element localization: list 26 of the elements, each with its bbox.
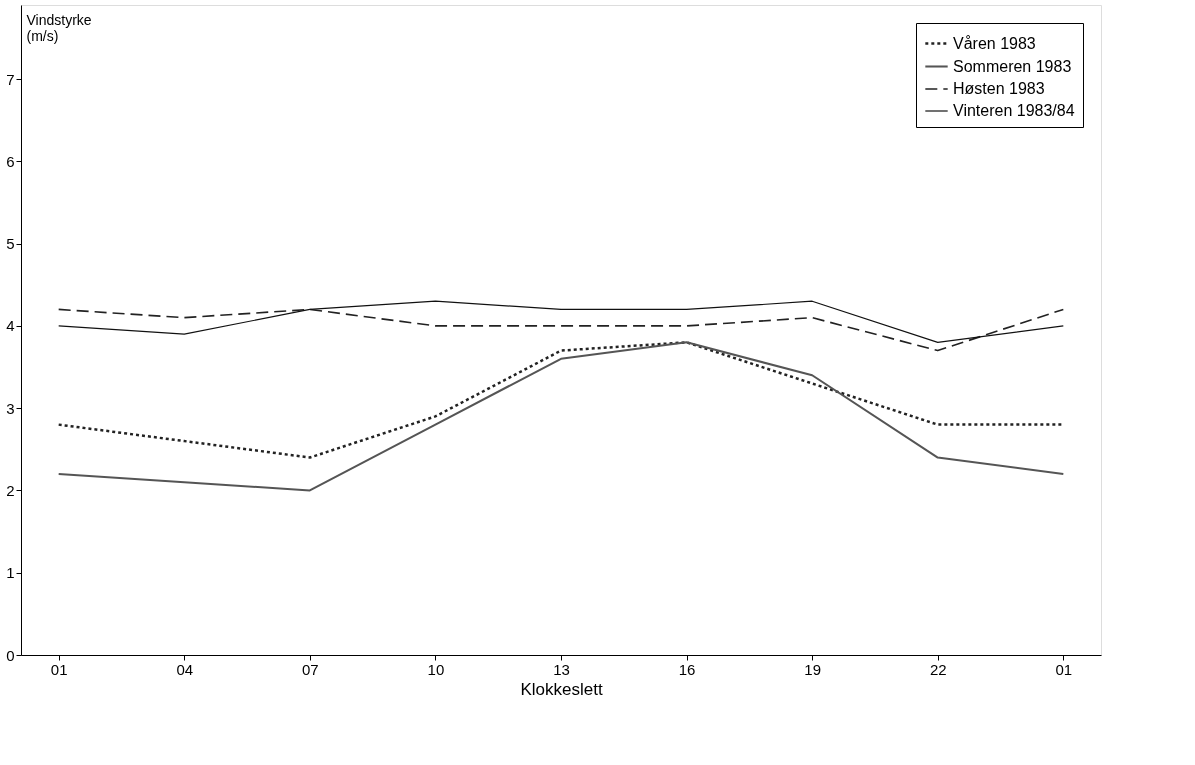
y-tick-label: 7 xyxy=(6,70,15,88)
x-tick-label: 01 xyxy=(1055,660,1073,678)
x-tick-label: 10 xyxy=(427,660,445,678)
legend-label: Vinteren 1983/84 xyxy=(953,102,1075,119)
x-tick-label: 19 xyxy=(804,660,822,678)
x-tick-label: 16 xyxy=(678,660,696,678)
legend-label: Sommeren 1983 xyxy=(953,57,1072,75)
y-tick-label: 1 xyxy=(6,564,15,582)
line-series xyxy=(57,341,1065,492)
y-tick-label: 0 xyxy=(6,646,15,664)
line-series xyxy=(58,300,1064,343)
legend-label: Våren 1983 xyxy=(953,34,1036,52)
line-series xyxy=(57,308,1065,352)
y-tick-label: 2 xyxy=(6,481,15,499)
x-tick-label: 22 xyxy=(929,660,947,678)
x-tick-label: 01 xyxy=(50,660,68,678)
x-tick-label: 07 xyxy=(301,660,319,678)
y-tick-label: 5 xyxy=(6,235,15,253)
y-tick-label: 3 xyxy=(6,399,15,417)
legend-label: Høsten 1983 xyxy=(953,80,1045,97)
y-axis-title: Vindstyrke (m/s) xyxy=(26,11,92,44)
x-tick-label: 13 xyxy=(553,660,570,678)
x-axis-title: Klokkeslett xyxy=(520,679,603,699)
y-tick-label: 4 xyxy=(6,317,15,335)
y-tick-label: 6 xyxy=(6,152,15,170)
x-tick-label: 04 xyxy=(176,660,194,678)
